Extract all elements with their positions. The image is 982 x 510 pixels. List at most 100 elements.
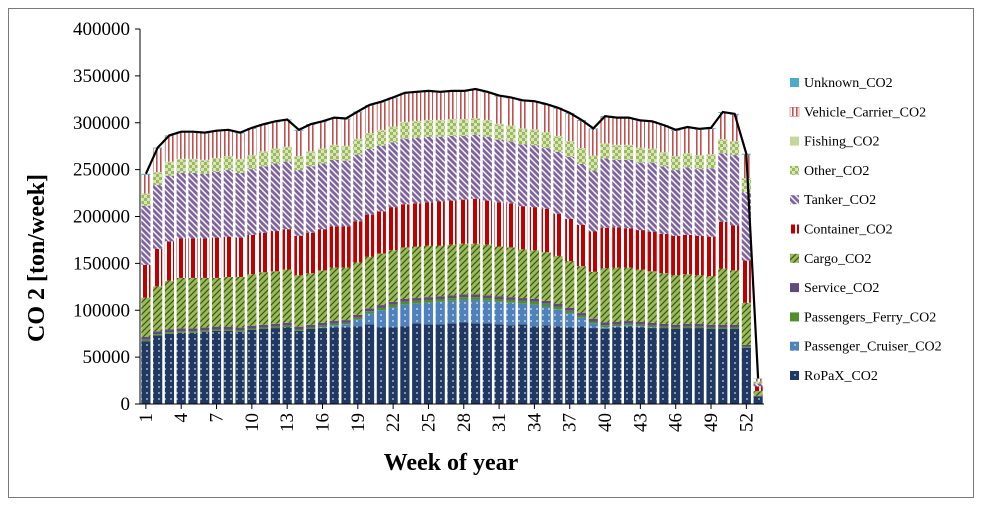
- bar-segment-vehicle-carrier-co2: [624, 118, 634, 145]
- bar-segment-service-co2: [223, 326, 233, 330]
- bar-segment-passengers-ferry-co2: [694, 326, 704, 329]
- bar-segment-other-co2: [600, 144, 610, 159]
- bar-segment-passengers-ferry-co2: [647, 325, 657, 328]
- bar-segment-fishing-co2: [565, 141, 575, 142]
- bar-segment-other-co2: [412, 121, 422, 138]
- bar-segment-cargo-co2: [353, 262, 363, 315]
- bar-segment-container-co2: [647, 231, 657, 272]
- bar-segment-passengers-ferry-co2: [741, 346, 751, 348]
- bar-segment-cargo-co2: [306, 273, 316, 325]
- x-tick-label: 40: [595, 413, 616, 432]
- bar-segment-cargo-co2: [565, 261, 575, 308]
- bar-segment-fishing-co2: [211, 157, 222, 159]
- bar-segment-passengers-ferry-co2: [482, 298, 492, 301]
- bar-segment-ropax-co2: [353, 326, 363, 404]
- bar-segment-other-co2: [317, 149, 328, 164]
- bar-segment-cargo-co2: [612, 267, 622, 322]
- bar-segment-cargo-co2: [459, 243, 469, 295]
- bar-segment-ropax-co2: [529, 326, 539, 404]
- bar-segment-passengers-ferry-co2: [659, 326, 669, 329]
- bar-segment-passenger-cruiser-co2: [353, 319, 363, 327]
- bar-segment-service-co2: [376, 305, 386, 308]
- bar-segment-container-co2: [624, 228, 634, 268]
- bar-segment-passengers-ferry-co2: [341, 322, 351, 325]
- bar-segment-cargo-co2: [141, 297, 151, 337]
- bar-segment-other-co2: [659, 153, 669, 167]
- legend-label: Tanker_CO2: [804, 193, 876, 208]
- bar-segment-vehicle-carrier-co2: [317, 122, 328, 149]
- legend-label: Service_CO2: [804, 281, 879, 296]
- bar-segment-service-co2: [200, 327, 210, 331]
- bar-segment-service-co2: [494, 296, 504, 299]
- bar-segment-container-co2: [423, 202, 434, 246]
- bar-segment-ropax-co2: [447, 323, 457, 405]
- bar-segment-other-co2: [741, 179, 751, 193]
- bar-segment-service-co2: [188, 328, 198, 332]
- bar-segment-service-co2: [718, 324, 728, 328]
- bar-segment-cargo-co2: [706, 276, 716, 325]
- bar-segment-passenger-cruiser-co2: [600, 327, 610, 330]
- bar-segment-other-co2: [565, 141, 575, 157]
- bar-segment-fishing-co2: [259, 151, 269, 153]
- bar-segment-tanker-co2: [200, 173, 210, 239]
- bar-segment-fishing-co2: [247, 155, 257, 157]
- bar-segment-cargo-co2: [282, 269, 292, 323]
- bar-segment-fishing-co2: [659, 152, 669, 154]
- bar-segment-fishing-co2: [188, 158, 198, 160]
- bar-segment-passengers-ferry-co2: [270, 326, 280, 329]
- bar-segment-passenger-cruiser-co2: [541, 306, 551, 326]
- bar-segment-ropax-co2: [600, 329, 610, 404]
- bar-segment-fishing-co2: [317, 148, 328, 150]
- bar-segment-passenger-cruiser-co2: [388, 307, 398, 328]
- bar-segment-fishing-co2: [294, 156, 304, 157]
- x-tick-label: 34: [524, 413, 545, 433]
- bar-segment-ropax-co2: [223, 330, 233, 405]
- bar-segment-vehicle-carrier-co2: [494, 96, 504, 124]
- bar-segment-other-co2: [635, 148, 645, 163]
- bar-segment-vehicle-carrier-co2: [635, 121, 645, 148]
- y-tick-label: 300000: [73, 113, 130, 134]
- bar-segment-fishing-co2: [588, 155, 598, 157]
- bar-segment-passenger-cruiser-co2: [553, 309, 563, 327]
- bar-segment-vehicle-carrier-co2: [376, 102, 386, 130]
- bar-segment-cargo-co2: [247, 274, 257, 326]
- bar-segment-vehicle-carrier-co2: [671, 130, 681, 157]
- bar-segment-ropax-co2: [459, 322, 469, 404]
- bar-segment-cargo-co2: [259, 272, 269, 325]
- y-tick-label: 250000: [73, 160, 130, 181]
- x-tick-label: 25: [419, 413, 440, 432]
- bar-segment-tanker-co2: [635, 162, 645, 231]
- x-tick-label: 28: [454, 413, 475, 432]
- bar-segment-service-co2: [541, 300, 551, 304]
- bar-segment-passengers-ferry-co2: [223, 329, 233, 331]
- bar-segment-service-co2: [588, 318, 598, 322]
- bar-segment-container-co2: [235, 237, 245, 277]
- bar-segment-tanker-co2: [576, 164, 587, 225]
- bar-segment-passenger-cruiser-co2: [529, 304, 539, 327]
- bar-segment-passenger-cruiser-co2: [647, 327, 657, 329]
- bar-segment-tanker-co2: [353, 154, 363, 222]
- bar-segment-fishing-co2: [671, 156, 681, 157]
- bar-segment-other-co2: [188, 159, 198, 173]
- x-tick-label: 49: [701, 413, 722, 432]
- bar-segment-passengers-ferry-co2: [317, 325, 328, 328]
- bar-segment-cargo-co2: [694, 275, 704, 324]
- x-tick-label: 46: [666, 413, 687, 432]
- bar-segment-ropax-co2: [211, 330, 222, 405]
- bar-segment-container-co2: [282, 229, 292, 270]
- bar-segment-container-co2: [364, 214, 375, 257]
- bar-segment-tanker-co2: [482, 136, 492, 201]
- bar-segment-tanker-co2: [188, 172, 198, 239]
- x-tick-label: 37: [560, 413, 581, 432]
- bar-segment-other-co2: [247, 156, 257, 170]
- bar-segment-service-co2: [659, 323, 669, 327]
- bar-segment-fishing-co2: [388, 126, 398, 128]
- bar-segment-tanker-co2: [753, 383, 763, 387]
- bar-segment-service-co2: [423, 297, 434, 300]
- bar-segment-other-co2: [211, 158, 222, 172]
- bar-segment-cargo-co2: [435, 245, 445, 297]
- bar-segment-vehicle-carrier-co2: [141, 174, 151, 194]
- legend-swatch: [790, 78, 799, 87]
- legend-swatch: [790, 371, 799, 380]
- bar-segment-cargo-co2: [624, 267, 634, 322]
